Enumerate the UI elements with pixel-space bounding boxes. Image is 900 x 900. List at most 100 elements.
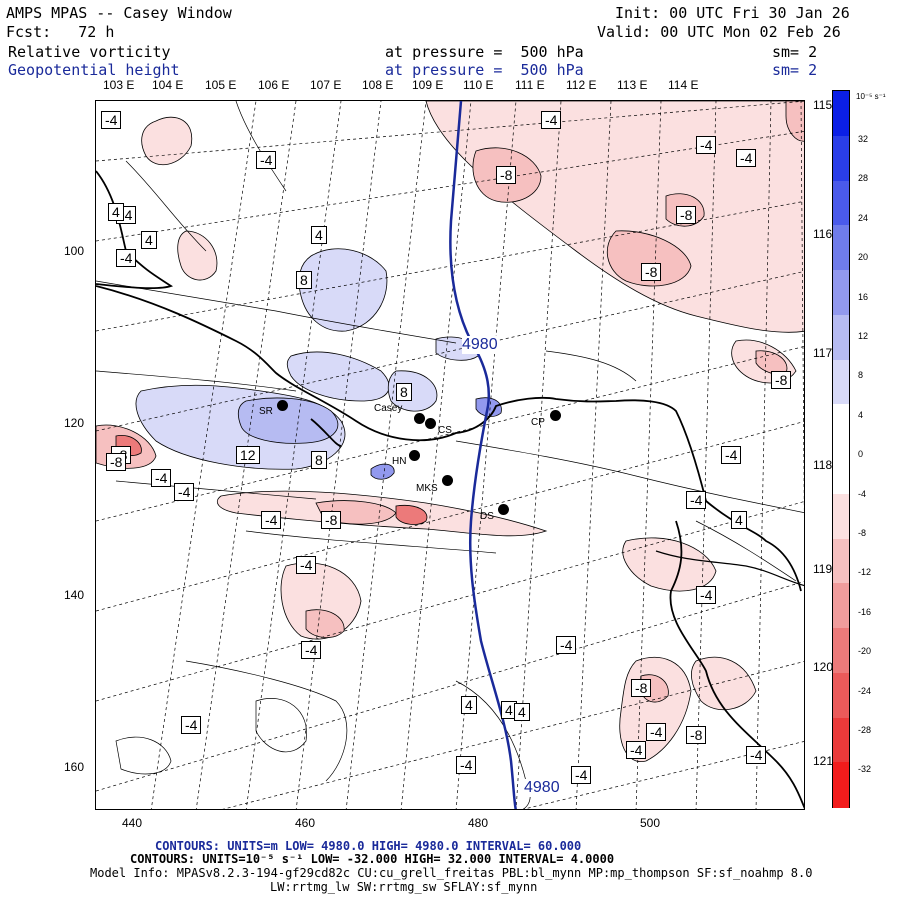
x-tick-label: 440	[122, 816, 143, 830]
negative-vorticity-shading	[96, 101, 804, 762]
x-tick-label: 480	[468, 816, 489, 830]
top-lon-label: 104 E	[152, 78, 184, 92]
colorbar-tick-label: -12	[858, 567, 872, 578]
graticule-lines	[96, 101, 804, 809]
contour-label: -8	[106, 453, 127, 471]
colorbar-segment	[833, 762, 849, 808]
station-label: Casey	[374, 403, 403, 414]
colorbar-tick-label: 24	[858, 212, 869, 223]
contour-label: -4	[696, 136, 717, 154]
station-label: DS	[480, 511, 494, 522]
footer-model-info: Model Info: MPASv8.2.3-194-gf29cd82c CU:…	[90, 866, 813, 880]
contour-label: -4	[261, 511, 282, 529]
contour-label: 4	[514, 703, 530, 721]
field2-name: Geopotential height	[8, 61, 180, 79]
contour-label: -4	[571, 766, 592, 784]
colorbar-tick-label: -16	[858, 606, 872, 617]
y-tick-label: 140	[64, 588, 85, 602]
station-dot-hn	[409, 450, 420, 461]
colorbar-tick-label: -32	[858, 764, 872, 775]
geopotential-label: 4980	[524, 779, 560, 797]
contour-label: 8	[311, 451, 327, 469]
station-dot-ds	[498, 504, 509, 515]
contour-label: -8	[496, 166, 517, 184]
colorbar-tick-label: 8	[858, 370, 864, 381]
contour-label: 4	[108, 203, 124, 221]
top-lon-label: 108 E	[362, 78, 394, 92]
colorbar-tick-label: 32	[858, 134, 869, 144]
station-label: SR	[259, 406, 273, 417]
station-label: CP	[531, 417, 545, 428]
contour-label: 4	[141, 231, 157, 249]
contour-label: 12	[236, 446, 260, 464]
colorbar-segment	[833, 672, 849, 718]
x-tick-label: 460	[295, 816, 316, 830]
colorbar-segment	[833, 314, 849, 360]
positive-vorticity-shading	[135, 248, 502, 480]
colorbar-tick-label: 0	[858, 449, 864, 460]
contour-label: -4	[101, 111, 122, 129]
station-label: MKS	[416, 483, 438, 494]
colorbar-segment	[833, 270, 849, 316]
top-lon-label: 113 E	[617, 78, 648, 92]
field2-level: at pressure = 500 hPa	[385, 61, 584, 79]
footer-vorticity-contours: CONTOURS: UNITS=10⁻⁵ s⁻¹ LOW= -32.000 HI…	[130, 852, 615, 866]
y-tick-label: 100	[64, 244, 85, 258]
colorbar-tick-label: 20	[858, 252, 869, 263]
geopotential-label: 4980	[462, 336, 498, 354]
colorbar-segment	[833, 583, 849, 629]
colorbar-tick-label: -4	[858, 488, 867, 499]
valid-time: Valid: 00 UTC Mon 02 Feb 26	[597, 23, 841, 41]
top-lon-label: 103 E	[103, 78, 135, 92]
colorbar-segment	[833, 538, 849, 584]
contour-label: -4	[541, 111, 562, 129]
contour-label: -4	[556, 636, 577, 654]
station-dot-cp	[550, 410, 561, 421]
contour-label: -4	[174, 483, 195, 501]
contour-label: -4	[626, 741, 647, 759]
map-plot-area: SR Casey CS CP HN MKS DS 4980 4980 -4 -4-…	[95, 100, 805, 810]
colorbar-tick-label: -24	[858, 685, 872, 696]
map-svg	[96, 101, 804, 809]
colorbar-segment	[833, 628, 849, 674]
colorbar-tick-label: 12	[858, 331, 869, 341]
vorticity-contour-lines	[96, 101, 804, 809]
colorbar-unit: 10⁻⁵ s⁻¹	[856, 92, 886, 101]
geopotential-height-contour	[449, 101, 517, 809]
field2-smoothing: sm= 2	[772, 61, 818, 79]
field1-name: Relative vorticity	[8, 43, 171, 61]
top-lon-label: 112 E	[566, 78, 597, 92]
contour-label: -4	[646, 723, 667, 741]
top-lon-label: 107 E	[310, 78, 342, 92]
station-label: HN	[392, 456, 407, 467]
contour-label: 8	[396, 383, 412, 401]
field1-smoothing: sm= 2	[772, 43, 818, 61]
contour-label: -4	[116, 249, 137, 267]
model-title: AMPS MPAS -- Casey Window	[6, 4, 232, 22]
colorbar-tick-label: 16	[858, 291, 869, 302]
contour-label: -8	[641, 263, 662, 281]
contour-label: 8	[296, 271, 312, 289]
top-lon-label: 110 E	[463, 78, 494, 92]
colorbar	[832, 90, 850, 808]
contour-label: -4	[256, 151, 277, 169]
contour-label: -4	[296, 556, 317, 574]
contour-label: -4	[181, 716, 202, 734]
contour-label: 4	[311, 226, 327, 244]
contour-label: -4	[736, 149, 757, 167]
station-dot-mks	[442, 475, 453, 486]
contour-label: -4	[696, 586, 717, 604]
contour-label: -8	[676, 206, 697, 224]
colorbar-tick-label: -20	[858, 646, 872, 657]
colorbar-tick-label: -8	[858, 528, 867, 538]
top-lon-label: 111 E	[515, 78, 545, 92]
colorbar-segment	[833, 91, 849, 137]
x-tick-label: 500	[640, 816, 661, 830]
colorbar-segment	[833, 404, 849, 450]
top-lon-label: 106 E	[258, 78, 290, 92]
colorbar-segment	[833, 449, 849, 495]
colorbar-segment	[833, 493, 849, 539]
contour-label: -4	[686, 491, 707, 509]
contour-label: -4	[456, 756, 477, 774]
station-dot-casey	[414, 413, 425, 424]
